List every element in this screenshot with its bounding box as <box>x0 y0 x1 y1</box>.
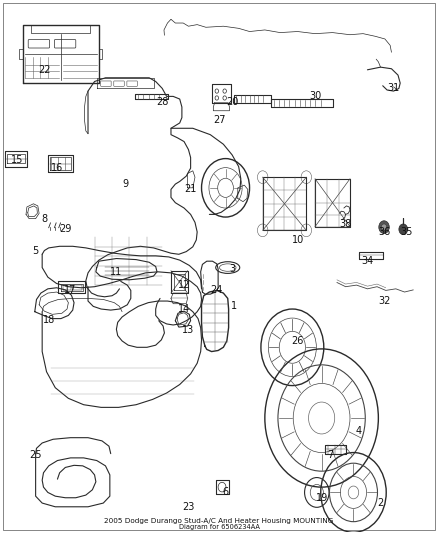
Text: 6: 6 <box>223 488 229 497</box>
Text: 13: 13 <box>182 325 194 335</box>
Text: 26: 26 <box>291 336 304 346</box>
Text: 38: 38 <box>339 219 352 229</box>
Text: 21: 21 <box>184 184 197 195</box>
Text: 29: 29 <box>59 224 71 235</box>
Text: 27: 27 <box>213 115 225 125</box>
Text: 5: 5 <box>32 246 39 255</box>
Text: 2005 Dodge Durango Stud-A/C And Heater Housing MOUNTING: 2005 Dodge Durango Stud-A/C And Heater H… <box>104 518 334 523</box>
Text: 17: 17 <box>64 286 77 295</box>
Text: 15: 15 <box>11 155 24 165</box>
Text: 31: 31 <box>388 83 400 93</box>
Text: 16: 16 <box>51 163 64 173</box>
Text: 9: 9 <box>122 179 128 189</box>
Text: 32: 32 <box>379 296 391 306</box>
Text: 34: 34 <box>361 256 374 266</box>
Text: 14: 14 <box>178 304 190 314</box>
Text: 19: 19 <box>315 492 328 503</box>
Text: 7: 7 <box>327 450 333 460</box>
Text: 20: 20 <box>226 96 238 107</box>
Text: Diagram for 6506234AA: Diagram for 6506234AA <box>179 524 259 530</box>
Circle shape <box>379 221 389 233</box>
Text: 11: 11 <box>110 267 123 277</box>
Circle shape <box>399 224 408 235</box>
Text: 4: 4 <box>356 426 362 437</box>
Text: 22: 22 <box>38 65 51 75</box>
Text: 2: 2 <box>378 498 384 508</box>
Text: 1: 1 <box>231 301 237 311</box>
Text: 28: 28 <box>156 96 169 107</box>
Text: 35: 35 <box>401 227 413 237</box>
Text: 24: 24 <box>211 286 223 295</box>
Text: 30: 30 <box>309 91 321 101</box>
Text: 12: 12 <box>178 280 190 290</box>
Text: 3: 3 <box>229 264 235 274</box>
Text: 25: 25 <box>29 450 42 460</box>
Text: 36: 36 <box>379 227 391 237</box>
Circle shape <box>381 224 387 230</box>
Text: 18: 18 <box>42 314 55 325</box>
Text: 23: 23 <box>182 502 194 512</box>
Text: 8: 8 <box>41 214 47 224</box>
Text: 10: 10 <box>291 235 304 245</box>
